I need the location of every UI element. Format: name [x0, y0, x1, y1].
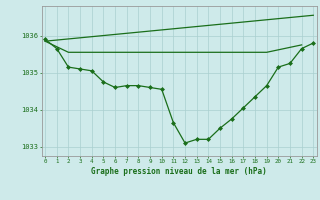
X-axis label: Graphe pression niveau de la mer (hPa): Graphe pression niveau de la mer (hPa): [91, 167, 267, 176]
